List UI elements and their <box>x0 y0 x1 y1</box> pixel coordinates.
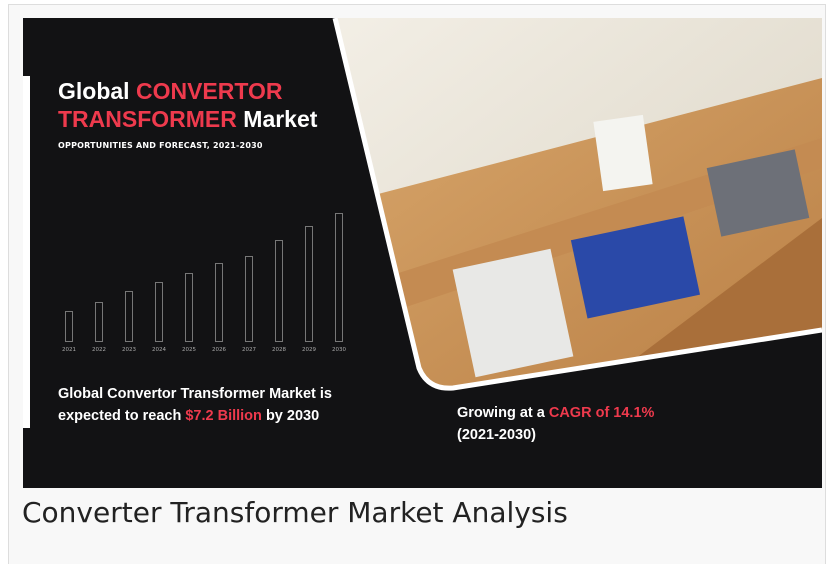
title-line-1: Global CONVERTOR <box>58 78 283 104</box>
bar-column: 2026 <box>209 263 229 353</box>
reach-line-2: expected to reach $7.2 Billion by 2030 <box>58 408 320 424</box>
bar-column: 2027 <box>239 256 259 353</box>
year-label: 2022 <box>92 347 106 353</box>
growth-line-1: Growing at a CAGR of 14.1% <box>457 405 655 421</box>
bar-column: 2025 <box>179 273 199 353</box>
year-label: 2021 <box>62 347 76 353</box>
infographic: Global CONVERTOR TRANSFORMER Market OPPO… <box>23 18 822 488</box>
bar-column: 2029 <box>299 226 319 353</box>
decorative-bar <box>185 273 193 342</box>
reach-line-1: Global Convertor Transformer Market is <box>58 386 332 402</box>
year-label: 2030 <box>332 347 346 353</box>
year-label: 2028 <box>272 347 286 353</box>
year-label: 2025 <box>182 347 196 353</box>
decorative-bar <box>305 226 313 342</box>
bar-column: 2028 <box>269 240 289 353</box>
year-label: 2026 <box>212 347 226 353</box>
growth-line-2: (2021-2030) <box>457 427 536 443</box>
title-line-2: TRANSFORMER Market <box>58 106 318 132</box>
decorative-bar <box>155 282 163 342</box>
year-label: 2023 <box>122 347 136 353</box>
photo <box>23 18 822 428</box>
year-label: 2027 <box>242 347 256 353</box>
bar-graphic: 2021 2022 2023 2024 2025 2026 2027 2028 2029 2030 <box>59 178 349 353</box>
bar-column: 2022 <box>89 302 109 353</box>
bar-column: 2021 <box>59 311 79 353</box>
year-label: 2029 <box>302 347 316 353</box>
decorative-bar <box>65 311 73 342</box>
bar-column: 2023 <box>119 291 139 353</box>
caption: Converter Transformer Market Analysis <box>22 496 568 529</box>
decorative-bar <box>215 263 223 342</box>
year-label: 2024 <box>152 347 166 353</box>
decorative-bar <box>335 213 343 342</box>
decorative-bar <box>245 256 253 342</box>
subtitle: OPPORTUNITIES AND FORECAST, 2021-2030 <box>58 141 263 150</box>
decorative-bar <box>125 291 133 342</box>
decorative-bar <box>95 302 103 342</box>
bar-column: 2030 <box>329 213 349 353</box>
decorative-bar <box>275 240 283 342</box>
bar-column: 2024 <box>149 282 169 353</box>
